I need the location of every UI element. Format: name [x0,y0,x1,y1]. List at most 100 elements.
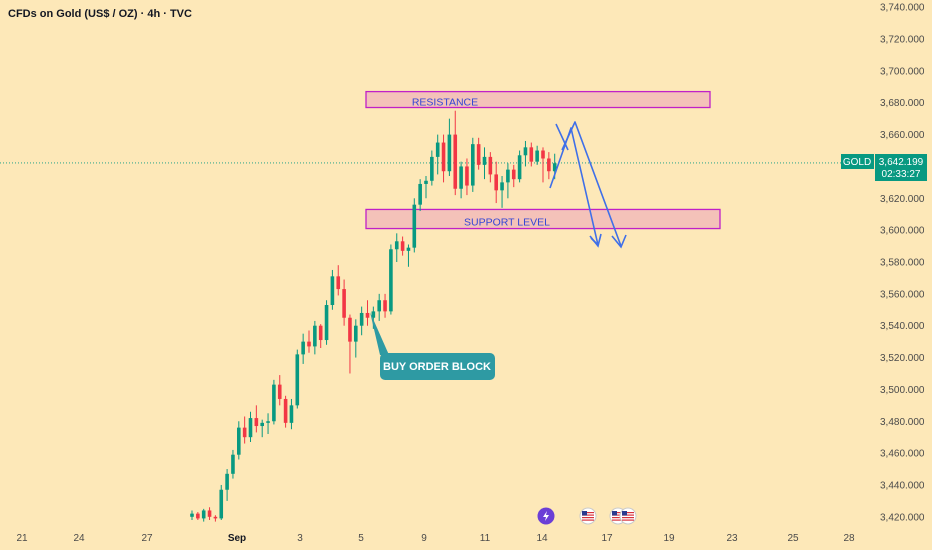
candle-body [301,341,305,355]
candle-body [447,134,452,172]
candle-body [237,427,241,455]
y-tick-label: 3,680.000 [880,98,925,109]
candle-body [552,163,557,172]
candle-body [511,169,516,180]
y-tick-label: 3,420.000 [880,512,925,523]
price-tag-countdown: 02:33:27 [882,169,921,180]
candle-body [348,317,352,342]
candle-body [213,516,218,519]
flash-glyph [543,511,549,521]
candle-body [383,300,387,312]
y-tick-label: 3,480.000 [880,417,925,428]
x-tick-label: Sep [228,533,246,544]
candle-body [517,155,522,180]
candle-body [219,489,224,519]
candle-body [365,312,370,318]
y-tick-label: 3,580.000 [880,258,925,269]
resistance-label: RESISTANCE [412,97,478,109]
candle-body [412,204,417,248]
flag-stripe [582,514,594,516]
y-tick-label: 3,620.000 [880,194,925,205]
flag-stripe [622,514,634,516]
flag-stripe [612,512,624,514]
order-block-label: BUY ORDER BLOCK [383,361,491,373]
candle-body [248,418,253,438]
candle-body [465,166,469,186]
candle-body [307,341,311,347]
y-tick-label: 3,500.000 [880,385,925,396]
candle-body [354,325,358,342]
y-tick-label: 3,660.000 [880,130,925,141]
x-tick-label: 23 [726,533,738,544]
candle-body [231,454,235,474]
candle-body [201,510,206,519]
candle-body [377,300,381,312]
y-tick-label: 3,440.000 [880,480,925,491]
candle-body [394,241,399,250]
candle-body [277,384,282,399]
candle-body [266,421,270,423]
candle-body [459,166,463,189]
candle-body [547,158,551,172]
candle-body [529,147,534,162]
x-tick-label: 19 [663,533,675,544]
flag-stripe [582,512,594,514]
candle-body [283,398,288,423]
x-tick-label: 25 [787,533,799,544]
projection-path-2 [561,121,622,247]
x-tick-label: 24 [73,533,85,544]
candle-body [359,312,364,326]
flag-stripe [582,519,594,521]
candle-body [260,422,264,427]
candle-body [482,156,487,165]
flag-canton [582,511,587,516]
candle-body [418,183,422,205]
y-tick-label: 3,520.000 [880,353,925,364]
flag-canton [622,511,627,516]
candle-body [506,169,510,183]
candle-body [336,276,341,290]
x-tick-label: 9 [421,533,427,544]
candle-body [242,427,247,438]
flag-stripe [612,519,624,521]
flag-canton [612,511,617,516]
flag-stripe [612,517,624,519]
y-tick-label: 3,460.000 [880,449,925,460]
candle-body [342,289,346,318]
candle-body [523,147,528,156]
callout-pointer [370,312,389,355]
candle-body [541,150,545,159]
price-tag-value: 3,642.199 [879,157,924,168]
y-tick-label: 3,540.000 [880,321,925,332]
chart-title: CFDs on Gold (US$ / OZ) · 4h · TVC [8,8,192,20]
candle-body [313,325,317,347]
us-flag-icon [619,507,637,525]
y-tick-label: 3,600.000 [880,226,925,237]
x-tick-label: 14 [536,533,548,544]
candle-body [389,249,393,312]
flag-stripe [622,517,634,519]
resistance-zone [365,90,711,109]
candle-body [324,305,329,341]
x-tick-label: 21 [16,533,28,544]
candle-body [453,134,458,189]
candle-body [400,241,405,251]
support-zone [365,208,721,230]
flag-stripe [612,514,624,516]
candle-body [295,354,300,406]
x-tick-label: 11 [480,533,491,544]
projection-path-1 [549,127,599,246]
candle-body [494,174,498,191]
symbol-tag-label: GOLD [843,157,871,168]
candle-body [289,405,294,423]
candle-body [430,156,434,181]
candle-body [254,418,259,427]
candle-body [371,311,376,318]
candle-body [225,473,229,490]
candle-body [272,384,276,422]
support-label: SUPPORT LEVEL [464,217,550,229]
candle-body [424,180,428,184]
candle-body [435,142,440,157]
